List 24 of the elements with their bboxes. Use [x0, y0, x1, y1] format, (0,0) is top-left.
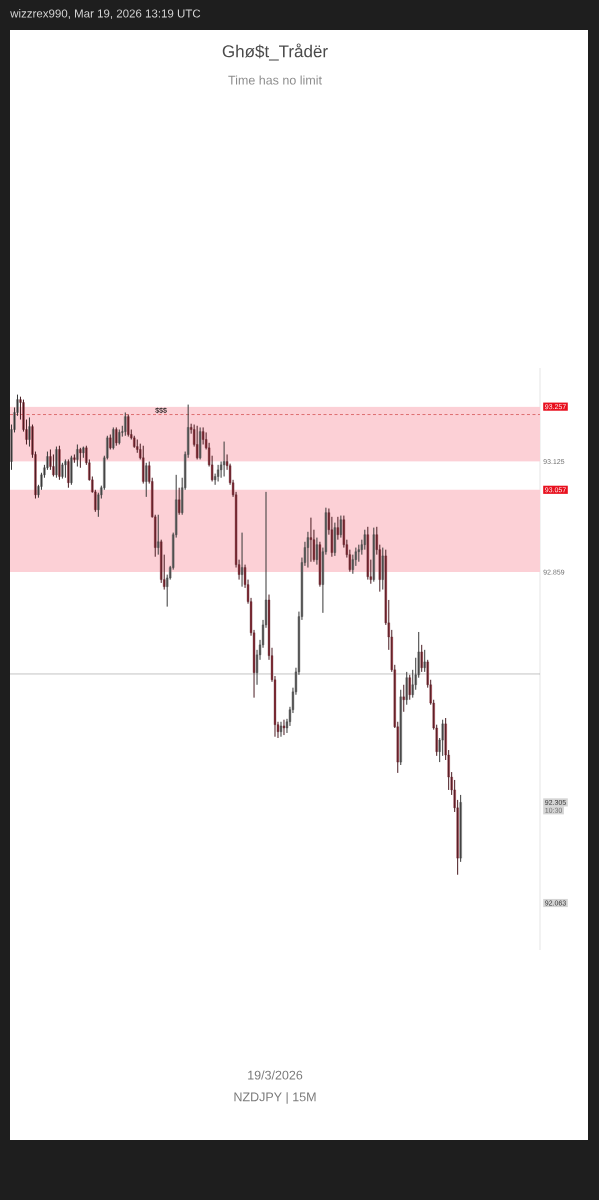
candlestick: [157, 514, 160, 556]
candlestick: [82, 446, 85, 459]
chart-title: Ghø$t_Trådër: [222, 43, 328, 61]
candlestick: [79, 447, 82, 469]
chart-subtitle: Time has no limit: [228, 75, 322, 85]
text: NZDJPY | 15M: [234, 1092, 316, 1104]
candlestick: [423, 649, 426, 673]
candlestick: [357, 544, 361, 563]
candlestick: [52, 453, 55, 477]
candlestick: [408, 674, 411, 701]
candlestick: [127, 414, 130, 438]
candlestick: [309, 517, 313, 563]
candlestick: [61, 462, 64, 480]
candlestick: [402, 684, 405, 713]
candlestick: [76, 443, 79, 468]
candlestick: [420, 644, 423, 673]
candlestick: [363, 529, 366, 551]
candlestick: [178, 487, 181, 516]
text: 19/3/2026: [248, 1070, 303, 1080]
candlestick: [73, 453, 76, 464]
candlestick: [109, 434, 112, 450]
candlestick: [28, 416, 31, 448]
candlestick: [64, 458, 67, 479]
text: wizzrex990, Mar 19, 2026 13:19 UTC: [10, 9, 201, 19]
